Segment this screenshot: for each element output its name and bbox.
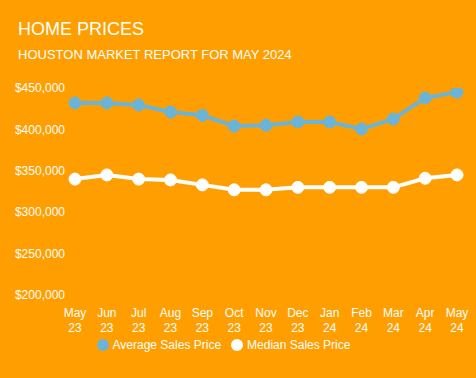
html-text:HOME PRICES: HOME PRICES xyxy=(18,19,144,39)
svg-text:Dec23: Dec23 xyxy=(287,306,308,335)
html-text:HOUSTON MARKET REPORT FOR MAY: HOUSTON MARKET REPORT FOR MAY 2024 xyxy=(18,47,292,62)
html-text:Average Sales Price: Average Sales Price xyxy=(112,338,222,352)
svg-text:Sep23: Sep23 xyxy=(192,306,214,335)
svg-text:Jan24: Jan24 xyxy=(320,306,339,335)
svg-text:$250,000: $250,000 xyxy=(15,247,65,261)
svg-text:Mar24: Mar24 xyxy=(383,306,404,335)
svg-text:Jul23: Jul23 xyxy=(131,306,146,335)
html-text:Median Sales Price: Median Sales Price xyxy=(247,338,351,352)
svg-text:Aug23: Aug23 xyxy=(160,306,181,335)
svg-text:$450,000: $450,000 xyxy=(15,81,65,95)
svg-text:Jun23: Jun23 xyxy=(97,306,116,335)
svg-text:Feb24: Feb24 xyxy=(351,306,372,335)
svg-text:$300,000: $300,000 xyxy=(15,205,65,219)
svg-text:Nov23: Nov23 xyxy=(255,306,276,335)
svg-text:Apr24: Apr24 xyxy=(416,306,435,335)
svg-text:$350,000: $350,000 xyxy=(15,164,65,178)
svg-text:$400,000: $400,000 xyxy=(15,123,65,137)
svg-text:May23: May23 xyxy=(64,306,87,335)
svg-text:$200,000: $200,000 xyxy=(15,288,65,302)
svg-text:May24: May24 xyxy=(446,306,468,335)
svg-text:Oct23: Oct23 xyxy=(225,306,244,335)
